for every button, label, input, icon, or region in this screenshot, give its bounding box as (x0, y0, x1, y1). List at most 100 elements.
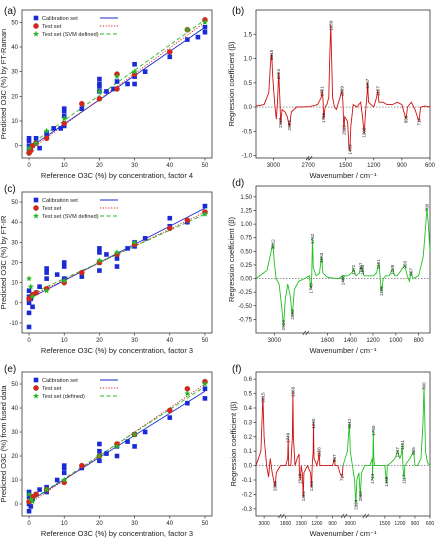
x-tick-label: 1200 (366, 338, 380, 344)
x-tick-label: 600 (425, 163, 436, 169)
peak-label: 1461 (301, 491, 306, 502)
svm-test-point (96, 452, 103, 459)
peak-label: 1302 (309, 481, 314, 492)
peak-label: 3015 (269, 49, 274, 60)
y-tick-label: 0.5 (244, 81, 253, 87)
plot-frame (255, 9, 431, 159)
svm-test-point (43, 486, 50, 493)
svm-test-point (29, 498, 36, 505)
y-tick-label: -0.2 (242, 492, 253, 498)
calibration-point (195, 34, 201, 40)
x-tick-label: 1200 (394, 521, 405, 527)
calibration-point (26, 324, 32, 330)
peak-label: 1267 (365, 78, 370, 89)
peak-label: 2937 (278, 117, 283, 128)
calibration-point (28, 504, 34, 509)
peak-label: 2924 (281, 320, 286, 331)
legend-label: Calibration set (42, 198, 78, 204)
calibration-point (114, 256, 120, 261)
calibration-point (33, 135, 39, 141)
peak-label: 1732 (310, 233, 315, 244)
svm-test-point (26, 491, 33, 497)
calibration-point (167, 54, 173, 60)
x-tick-label: 1500 (296, 521, 307, 527)
scatter-panel-e: 0 10 20 30 40 50 0 10 20 30 40 50 Reference O3C (%) … (0, 371, 213, 538)
fit-line (28, 211, 206, 298)
peak-label: 2852 (290, 309, 295, 320)
x-tick-label: 1200 (311, 521, 322, 527)
calibration-point (185, 37, 190, 42)
peak-label: 1265 (311, 418, 316, 429)
y-tick-label: -0.5 (242, 129, 253, 135)
panel-label: (f) (232, 364, 241, 375)
test-point (33, 289, 39, 296)
test-point (79, 269, 85, 276)
y-tick-label: 0.5 (244, 392, 253, 398)
x-tick-label: 1500 (379, 521, 390, 527)
svm-test-point (33, 30, 39, 37)
calibration-point (33, 197, 39, 203)
calibration-point (37, 145, 42, 151)
peak-label: 1730 (371, 425, 376, 436)
y-axis-label: Regression coefficient (β) (229, 401, 238, 487)
spectrum-line (304, 207, 431, 293)
x-tick-label: 900 (397, 163, 408, 169)
calibration-point (202, 24, 208, 30)
peak-label: 2865 (273, 481, 278, 492)
legend-label: Test set (42, 206, 62, 212)
y-tick-label: 30 (11, 430, 18, 436)
test-point (33, 385, 39, 391)
calibration-point (97, 246, 102, 251)
y-tick-label: 0.0 (244, 105, 253, 111)
peak-label: 1735 (321, 113, 326, 124)
y-tick-label: 1.0 (244, 57, 253, 63)
calibration-point (33, 15, 39, 21)
calibration-point (44, 131, 49, 136)
calibration-point (97, 84, 102, 89)
x-tick-label: 10 (61, 521, 68, 527)
test-point (166, 225, 173, 232)
axis-break (305, 330, 310, 336)
svm-test-point (43, 287, 50, 294)
axis-break (278, 513, 282, 519)
svm-test-point (33, 392, 39, 399)
peak-label: 1156 (317, 447, 322, 457)
svm-test-point (131, 239, 138, 245)
calibration-point (97, 268, 102, 273)
spectrum-panel-b: 3000 2700 1500 1200 900 600 -1.0 -0.5 0.0 0.5 1.0 1… (227, 9, 436, 180)
peak-label: 1659 (328, 20, 333, 31)
y-tick-label: 0.50 (240, 249, 252, 255)
y-tick-label: -1.0 (242, 154, 253, 160)
calibration-point (132, 444, 137, 449)
x-tick-label: 0 (27, 338, 31, 344)
calibration-point (44, 266, 49, 271)
y-tick-label: 0.4 (244, 406, 253, 412)
y-tick-label: 0.0 (244, 464, 253, 470)
peak-label: 1744 (370, 473, 375, 484)
calibration-point (111, 86, 116, 92)
svm-test-point (29, 293, 36, 300)
y-tick-label: 30 (11, 240, 18, 246)
y-tick-label: 0 (15, 144, 19, 150)
svm-test-point (61, 277, 68, 284)
y-tick-label: 1.00 (240, 222, 252, 228)
svm-test-point (184, 390, 191, 397)
x-tick-label: 3000 (259, 521, 270, 527)
y-tick-label: 10 (11, 478, 18, 484)
axis-break (365, 513, 370, 519)
calibration-point (202, 203, 208, 209)
calibration-point (26, 135, 32, 141)
peak-label: 1247 (395, 447, 400, 458)
calibration-point (61, 264, 67, 269)
panel-label: (b) (232, 6, 244, 17)
y-tick-label: -0.75 (238, 317, 252, 323)
y-tick-label: 50 (11, 20, 18, 26)
peak-label: 700 (424, 203, 429, 211)
x-tick-label: 1400 (344, 338, 358, 344)
spectrum-line (255, 396, 281, 488)
legend-label: Test set (SVM defined) (42, 214, 99, 220)
calibration-point (97, 76, 102, 82)
test-point (166, 407, 173, 414)
peak-label: 700 (421, 382, 426, 390)
legend-label: Test set (42, 24, 62, 30)
